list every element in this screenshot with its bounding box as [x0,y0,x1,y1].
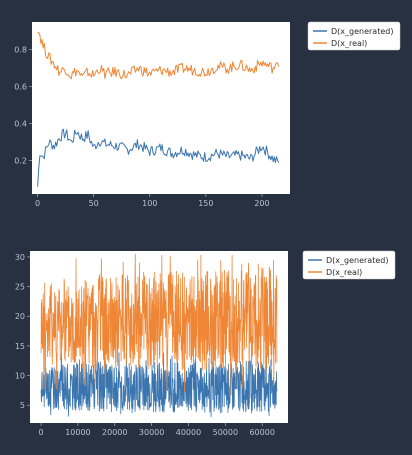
axis-ticks-bottom: 0 10000 20000 30000 40000 50000 60000 5 10 15 20 25… [15,253,275,437]
chart-top: 0 50 100 150 200 0.2 0.4 0.6 0.8 D(x_generated) … [14,21,401,208]
x-tick-label-top: 0 [35,199,40,208]
x-tick-label-bottom: 50000 [213,428,238,437]
x-tick-label-bottom: 60000 [249,428,274,437]
legend-box-top [307,21,401,51]
y-tick-label-bottom: 10 [15,372,25,381]
x-tick-label-bottom: 10000 [65,428,90,437]
x-tick-label-top: 150 [198,199,213,208]
legend-label-real-top: D(x_real) [331,39,367,48]
y-tick-label-top: 0.6 [14,83,27,92]
chart-bottom: 0 10000 20000 30000 40000 50000 60000 5 10 15 20 25… [15,250,396,437]
y-tick-label-bottom: 30 [15,253,25,262]
axis-ticks-top: 0 50 100 150 200 0.2 0.4 0.6 0.8 [14,46,269,208]
x-tick-label-bottom: 40000 [176,428,201,437]
legend-top: D(x_generated) D(x_real) [307,21,401,51]
legend-label-generated-bottom: D(x_generated) [326,256,388,265]
x-tick-label-top: 100 [142,199,157,208]
series-line-real-bottom [40,253,278,396]
series-group-top [37,31,280,187]
y-tick-label-bottom: 20 [15,312,25,321]
x-tick-label-bottom: 30000 [139,428,164,437]
y-tick-label-bottom: 25 [15,283,25,292]
series-group-bottom [40,253,278,418]
y-tick-label-top: 0.8 [14,46,27,55]
y-tick-label-bottom: 5 [20,401,25,410]
x-tick-label-bottom: 20000 [102,428,127,437]
legend-bottom: D(x_generated) D(x_real) [302,250,396,280]
series-line-real-top [37,31,280,80]
x-tick-label-bottom: 0 [39,428,44,437]
x-tick-label-top: 200 [254,199,269,208]
series-line-generated-top [37,128,280,187]
y-tick-label-top: 0.2 [14,157,27,166]
legend-label-generated-top: D(x_generated) [331,27,393,36]
legend-box-bottom [302,250,396,280]
plot-area-top [32,22,290,194]
y-tick-label-bottom: 15 [15,342,25,351]
x-tick-label-top: 50 [89,199,99,208]
series-line-generated-bottom [40,352,278,418]
legend-label-real-bottom: D(x_real) [326,268,362,277]
y-tick-label-top: 0.4 [14,120,27,129]
